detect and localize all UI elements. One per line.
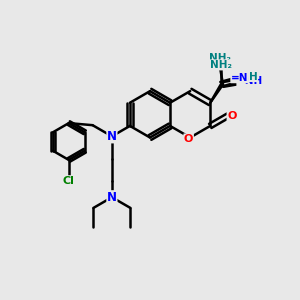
Text: =NH: =NH (237, 76, 263, 86)
Text: NH₂: NH₂ (210, 60, 232, 70)
Text: =N: =N (231, 73, 248, 83)
Text: Cl: Cl (63, 176, 75, 186)
Text: NH₂: NH₂ (209, 53, 231, 63)
Text: N: N (107, 130, 117, 143)
Text: N: N (107, 191, 117, 204)
Text: O: O (227, 110, 236, 121)
Text: O: O (184, 134, 194, 144)
Text: H: H (249, 71, 258, 82)
